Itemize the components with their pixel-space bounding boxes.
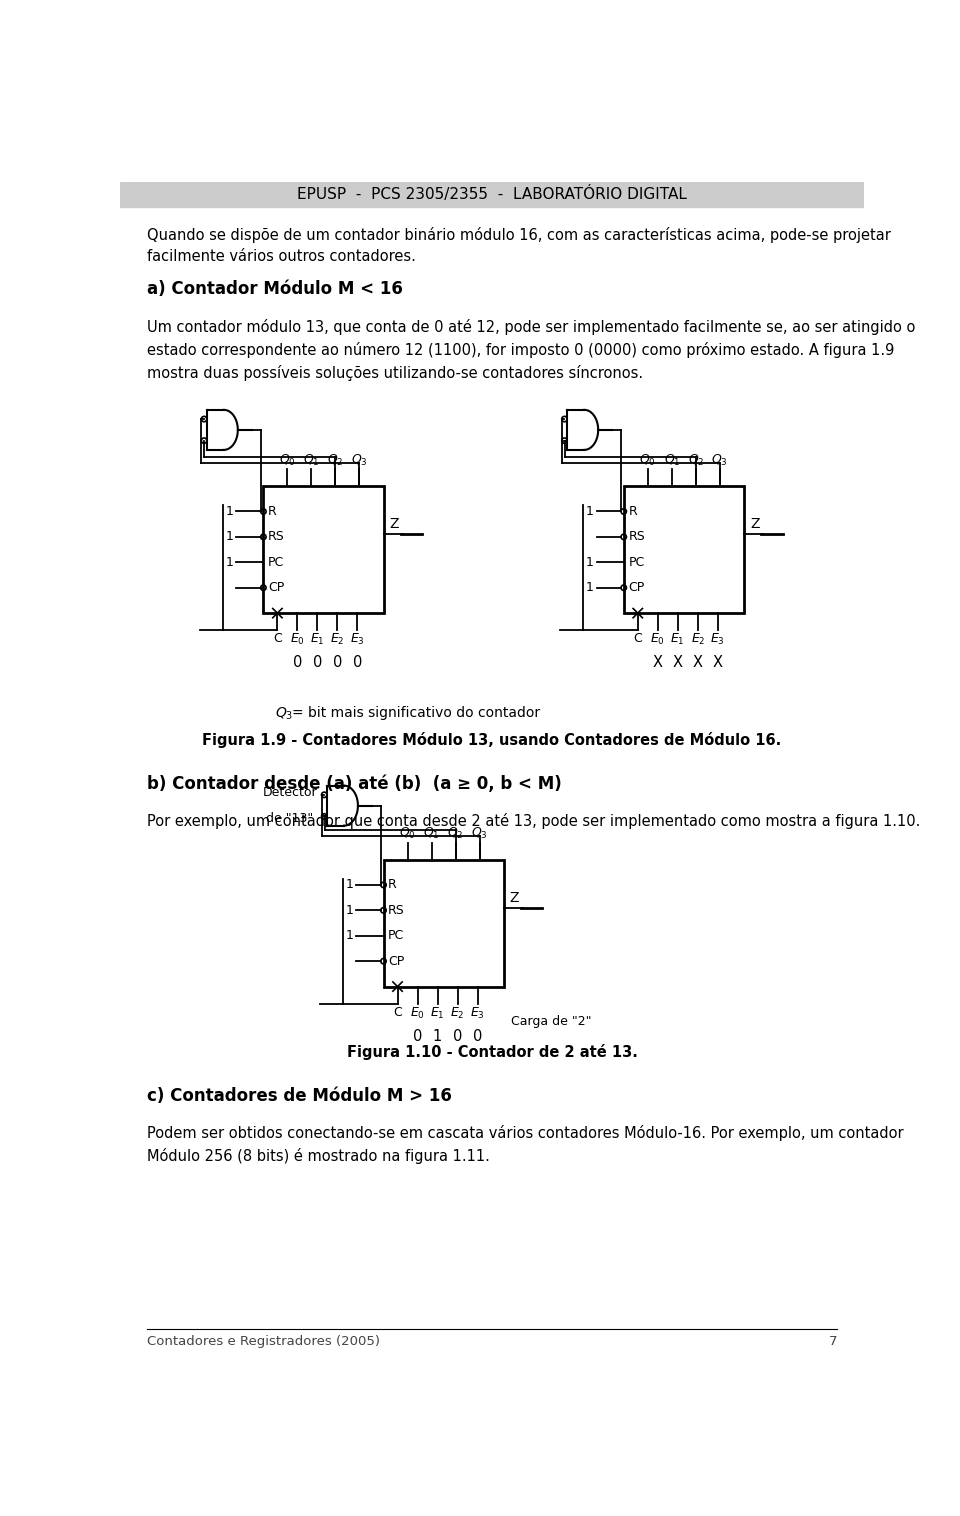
Text: Carga de "2": Carga de "2": [512, 1014, 592, 1028]
Text: 1: 1: [346, 929, 353, 943]
Bar: [263, 487, 383, 612]
Text: 1: 1: [346, 878, 353, 891]
Text: CP: CP: [268, 581, 284, 594]
Text: X: X: [673, 655, 683, 670]
Text: Contadores e Registradores (2005): Contadores e Registradores (2005): [147, 1336, 380, 1348]
Text: de "13": de "13": [266, 811, 313, 825]
Text: $Q_1$: $Q_1$: [423, 826, 440, 841]
Text: a) Contador Módulo M < 16: a) Contador Módulo M < 16: [147, 280, 403, 299]
Text: PC: PC: [388, 929, 404, 943]
Text: 1: 1: [586, 505, 593, 518]
Text: $E_2$: $E_2$: [690, 632, 705, 647]
Text: 1: 1: [586, 556, 593, 568]
Text: X: X: [693, 655, 703, 670]
Text: 0: 0: [313, 655, 323, 670]
Text: Detector: Detector: [262, 787, 317, 799]
Text: 1: 1: [226, 556, 233, 568]
Text: Figura 1.10 - Contador de 2 até 13.: Figura 1.10 - Contador de 2 até 13.: [347, 1045, 637, 1060]
Text: $E_0$: $E_0$: [410, 1005, 425, 1020]
Text: $Q_3$: $Q_3$: [275, 705, 294, 722]
Text: $E_2$: $E_2$: [330, 632, 345, 647]
Text: RS: RS: [629, 531, 645, 543]
Text: C: C: [273, 632, 282, 646]
Text: R: R: [629, 505, 637, 518]
Text: 0: 0: [333, 655, 342, 670]
Text: $Q_3$: $Q_3$: [711, 452, 729, 467]
Text: 1: 1: [226, 505, 233, 518]
Text: $Q_0$: $Q_0$: [639, 452, 657, 467]
Text: 0: 0: [453, 1029, 463, 1045]
Text: Um contador módulo 13, que conta de 0 até 12, pode ser implementado facilmente s: Um contador módulo 13, que conta de 0 at…: [147, 318, 916, 382]
Text: 1: 1: [226, 531, 233, 543]
Text: RS: RS: [388, 904, 405, 917]
Text: $E_3$: $E_3$: [710, 632, 725, 647]
Text: C: C: [634, 632, 642, 646]
Text: $E_3$: $E_3$: [350, 632, 365, 647]
Text: $E_0$: $E_0$: [650, 632, 665, 647]
Text: $E_3$: $E_3$: [470, 1005, 485, 1020]
Text: 7: 7: [828, 1336, 837, 1348]
Text: Por exemplo, um contador que conta desde 2 até 13, pode ser implementado como mo: Por exemplo, um contador que conta desde…: [147, 813, 921, 829]
Text: PC: PC: [268, 556, 284, 568]
Text: $E_1$: $E_1$: [430, 1005, 444, 1020]
Text: b) Contador desde (a) até (b)  (a ≥ 0, b < M): b) Contador desde (a) até (b) (a ≥ 0, b …: [147, 775, 562, 793]
Text: 1: 1: [433, 1029, 443, 1045]
Text: Z: Z: [390, 517, 399, 531]
Text: $Q_3$: $Q_3$: [471, 826, 488, 841]
Text: $Q_2$: $Q_2$: [327, 452, 344, 467]
Text: EPUSP  -  PCS 2305/2355  -  LABORATÓRIO DIGITAL: EPUSP - PCS 2305/2355 - LABORATÓRIO DIGI…: [297, 186, 687, 202]
Bar: [624, 487, 744, 612]
Text: 1: 1: [346, 904, 353, 917]
Text: $E_1$: $E_1$: [310, 632, 324, 647]
Text: 0: 0: [352, 655, 362, 670]
Text: 0: 0: [293, 655, 302, 670]
Text: X: X: [713, 655, 723, 670]
Text: $Q_3$: $Q_3$: [351, 452, 368, 467]
Text: $Q_2$: $Q_2$: [447, 826, 464, 841]
Text: RS: RS: [268, 531, 285, 543]
Text: X: X: [653, 655, 662, 670]
Text: PC: PC: [629, 556, 645, 568]
Text: = bit mais significativo do contador: = bit mais significativo do contador: [292, 705, 540, 720]
Text: $Q_0$: $Q_0$: [399, 826, 416, 841]
Text: Figura 1.9 - Contadores Módulo 13, usando Contadores de Módulo 16.: Figura 1.9 - Contadores Módulo 13, usand…: [203, 732, 781, 749]
Bar: [383, 860, 504, 987]
Text: R: R: [388, 878, 396, 891]
Text: c) Contadores de Módulo M > 16: c) Contadores de Módulo M > 16: [147, 1087, 452, 1105]
Text: CP: CP: [629, 581, 645, 594]
Text: $Q_2$: $Q_2$: [687, 452, 704, 467]
Text: C: C: [394, 1005, 402, 1019]
Text: $E_0$: $E_0$: [290, 632, 305, 647]
Text: 0: 0: [473, 1029, 482, 1045]
Text: CP: CP: [388, 955, 404, 967]
Text: Z: Z: [750, 517, 759, 531]
Text: $Q_0$: $Q_0$: [279, 452, 296, 467]
Text: $Q_1$: $Q_1$: [663, 452, 680, 467]
Text: $E_2$: $E_2$: [450, 1005, 465, 1020]
Text: 0: 0: [413, 1029, 422, 1045]
Text: Podem ser obtidos conectando-se em cascata vários contadores Módulo-16. Por exem: Podem ser obtidos conectando-se em casca…: [147, 1125, 903, 1164]
Bar: [120, 182, 864, 206]
Text: Z: Z: [510, 891, 519, 905]
Text: $E_1$: $E_1$: [670, 632, 685, 647]
Text: Quando se dispõe de um contador binário módulo 16, com as características acima,: Quando se dispõe de um contador binário …: [147, 226, 891, 264]
Text: $Q_1$: $Q_1$: [303, 452, 320, 467]
Text: 1: 1: [586, 581, 593, 594]
Text: R: R: [268, 505, 276, 518]
